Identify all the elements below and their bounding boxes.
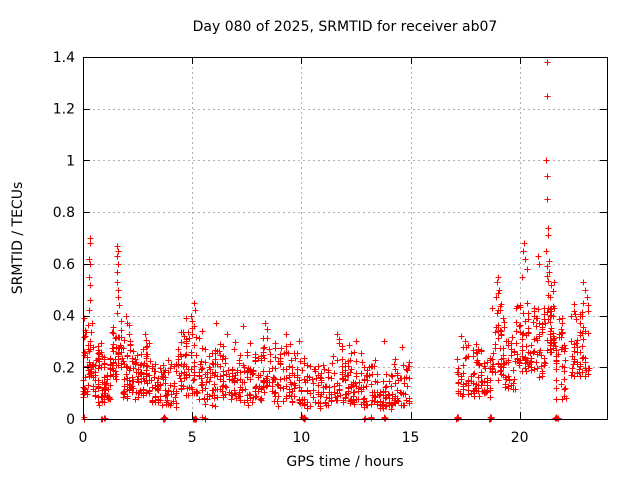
y-tick-label: 0.6: [53, 257, 75, 273]
tick-labels-group: 0 5 10 15 20 0 0.2 0.4 0.6 0.8 1 1.2 1.4: [53, 50, 529, 446]
x-tick-label: 10: [292, 430, 310, 446]
scatter-points-group: [80, 59, 593, 423]
x-tick-label: 5: [188, 430, 197, 446]
y-tick-label: 0.8: [53, 205, 75, 221]
axes-group: [83, 57, 608, 420]
plot-frame: [83, 57, 608, 420]
y-tick-label: 1: [66, 153, 75, 169]
scatter-points: [80, 59, 593, 423]
x-tick-label: 15: [402, 430, 420, 446]
y-axis-label: SRMTID / TECUs: [10, 182, 26, 295]
y-tick-label: 1.2: [53, 102, 75, 118]
y-tick-label: 0.4: [53, 309, 75, 325]
y-tick-label: 0.2: [53, 360, 75, 376]
y-tick-label: 1.4: [53, 50, 75, 66]
chart-title: Day 080 of 2025, SRMTID for receiver ab0…: [193, 19, 498, 35]
x-axis-label: GPS time / hours: [286, 454, 403, 470]
x-tick-label: 0: [79, 430, 88, 446]
y-tick-label: 0: [66, 412, 75, 428]
x-tick-label: 20: [511, 430, 529, 446]
